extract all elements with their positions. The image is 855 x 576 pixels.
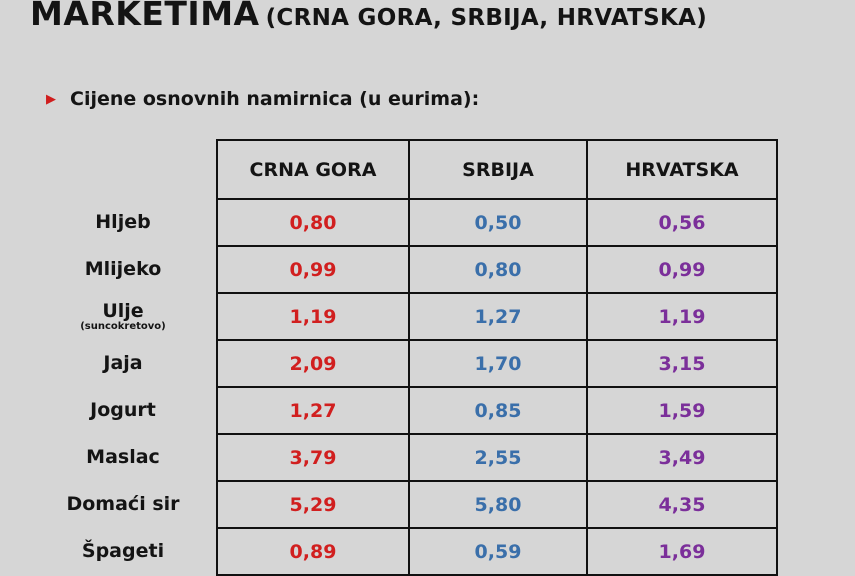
bullet-triangle-icon: ▶	[46, 92, 56, 107]
table-row: Jaja 2,09 1,70 3,15	[30, 339, 778, 388]
row-label: Maslac	[30, 434, 217, 481]
price-crna-gora: 1,19	[216, 292, 410, 341]
price-srbija: 1,27	[408, 292, 588, 341]
bullet-line: ▶ Cijene osnovnih namirnica (u eurima):	[46, 88, 479, 110]
row-label-text: Mlijeko	[84, 258, 162, 281]
price-hrvatska: 3,49	[586, 433, 778, 482]
price-srbija: 0,59	[408, 527, 588, 576]
row-label: Hljeb	[30, 199, 217, 246]
row-label: Ulje (suncokretovo)	[30, 293, 217, 340]
table-row: Špageti 0,89 0,59 1,69	[30, 527, 778, 576]
row-label-text: Maslac	[86, 446, 160, 469]
slide-title-sub: (CRNA GORA, SRBIJA, HRVATSKA)	[265, 5, 708, 31]
price-srbija: 1,70	[408, 339, 588, 388]
price-hrvatska: 0,56	[586, 198, 778, 247]
row-label-sub: (suncokretovo)	[80, 321, 166, 333]
row-label: Špageti	[30, 528, 217, 575]
price-crna-gora: 5,29	[216, 480, 410, 529]
row-label-text: Špageti	[81, 540, 165, 563]
slide-title-main: MARKETIMA	[30, 0, 260, 33]
row-label: Jogurt	[30, 387, 217, 434]
row-label-text: Jogurt	[90, 399, 156, 422]
row-label-text: Ulje	[102, 299, 144, 322]
price-crna-gora: 0,80	[216, 198, 410, 247]
price-table: CRNA GORA SRBIJA HRVATSKA Hljeb 0,80 0,5…	[30, 139, 778, 576]
bullet-text: Cijene osnovnih namirnica (u eurima):	[70, 88, 480, 110]
price-hrvatska: 3,15	[586, 339, 778, 388]
column-header-crna-gora: CRNA GORA	[216, 139, 410, 200]
price-srbija: 0,80	[408, 245, 588, 294]
table-corner	[30, 140, 217, 199]
row-label: Domaći sir	[30, 481, 217, 528]
table-row: Domaći sir 5,29 5,80 4,35	[30, 480, 778, 529]
column-header-hrvatska: HRVATSKA	[586, 139, 778, 200]
column-header-srbija: SRBIJA	[408, 139, 588, 200]
price-crna-gora: 2,09	[216, 339, 410, 388]
table-row: Mlijeko 0,99 0,80 0,99	[30, 245, 778, 294]
price-hrvatska: 1,59	[586, 386, 778, 435]
price-hrvatska: 0,99	[586, 245, 778, 294]
price-srbija: 2,55	[408, 433, 588, 482]
slide-title: MARKETIMA (CRNA GORA, SRBIJA, HRVATSKA)	[30, 0, 707, 33]
row-label-text: Hljeb	[95, 211, 151, 234]
row-label: Jaja	[30, 340, 217, 387]
price-srbija: 0,50	[408, 198, 588, 247]
price-srbija: 0,85	[408, 386, 588, 435]
price-crna-gora: 1,27	[216, 386, 410, 435]
table-header-row: CRNA GORA SRBIJA HRVATSKA	[30, 139, 778, 200]
price-hrvatska: 1,19	[586, 292, 778, 341]
table-row: Hljeb 0,80 0,50 0,56	[30, 198, 778, 247]
table-row: Maslac 3,79 2,55 3,49	[30, 433, 778, 482]
price-hrvatska: 4,35	[586, 480, 778, 529]
row-label: Mlijeko	[30, 246, 217, 293]
price-crna-gora: 3,79	[216, 433, 410, 482]
table-row: Jogurt 1,27 0,85 1,59	[30, 386, 778, 435]
price-crna-gora: 0,99	[216, 245, 410, 294]
table-row: Ulje (suncokretovo) 1,19 1,27 1,19	[30, 292, 778, 341]
price-srbija: 5,80	[408, 480, 588, 529]
row-label-text: Domaći sir	[66, 493, 180, 516]
row-label-text: Jaja	[103, 352, 143, 375]
